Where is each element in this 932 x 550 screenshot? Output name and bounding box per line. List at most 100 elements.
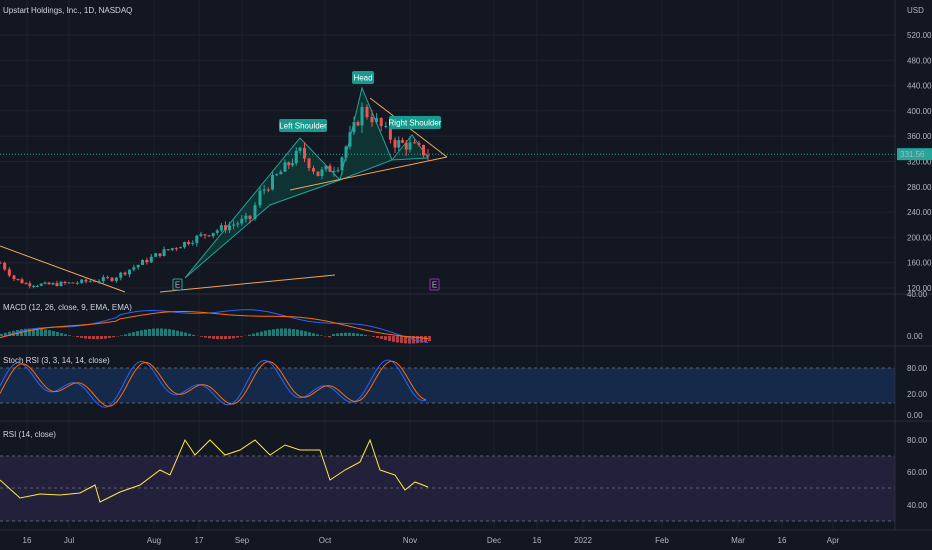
- macd-histogram-bar: [192, 334, 195, 336]
- macd-histogram-bar: [400, 336, 403, 344]
- macd-histogram-bar: [32, 328, 35, 336]
- time-tick-label: Sep: [235, 536, 250, 545]
- candle-body: [401, 140, 404, 143]
- macd-histogram-bar: [68, 335, 71, 336]
- macd-histogram-bar: [40, 328, 43, 336]
- macd-histogram-bar: [104, 336, 107, 339]
- macd-histogram-bar: [152, 328, 155, 336]
- macd-histogram-bar: [388, 336, 391, 341]
- candle-body: [422, 144, 425, 156]
- candle-body: [110, 277, 114, 281]
- macd-histogram-bar: [236, 336, 239, 338]
- macd-histogram-bar: [356, 333, 359, 336]
- candle-body: [97, 281, 101, 283]
- time-tick-label: Nov: [403, 536, 417, 545]
- candle-body: [294, 150, 298, 164]
- candle-body: [88, 281, 92, 283]
- macd-histogram-bar: [124, 334, 127, 336]
- candle-body: [51, 282, 55, 285]
- candle-body: [84, 279, 88, 282]
- candle-body: [207, 235, 211, 237]
- macd-histogram-bar: [256, 332, 259, 336]
- candle-body: [287, 162, 291, 166]
- macd-histogram-bar: [132, 332, 135, 336]
- candle-body: [203, 234, 207, 236]
- candle-body: [232, 224, 236, 226]
- macd-histogram-bar: [136, 331, 139, 336]
- price-tick-label: 240.00: [907, 208, 932, 217]
- macd-histogram-bar: [224, 336, 227, 340]
- candle-body: [75, 282, 79, 284]
- time-tick-label: 16: [533, 536, 542, 545]
- earnings-marker-label: E: [432, 281, 437, 290]
- macd-histogram-bar: [64, 334, 67, 336]
- macd-histogram-bar: [332, 333, 335, 336]
- macd-histogram-bar: [76, 336, 79, 338]
- macd-histogram-bar: [252, 333, 255, 336]
- candle-body: [365, 106, 369, 118]
- candle-body: [80, 279, 84, 283]
- macd-line: [0, 309, 429, 344]
- time-axis[interactable]: 16 Jul Aug 17 Sep Oct Nov Dec 16 2022 Feb Mar 16 Apr: [23, 536, 840, 545]
- candle-body: [240, 218, 244, 224]
- candle-body: [215, 230, 219, 233]
- macd-histogram-bar: [348, 332, 351, 336]
- macd-histogram-bar: [264, 330, 267, 336]
- macd-histogram-bar: [100, 336, 103, 340]
- macd-histogram-bar: [120, 335, 123, 336]
- candle-body: [388, 125, 392, 140]
- macd-histogram-bar: [108, 336, 111, 339]
- candle-body: [417, 143, 421, 145]
- price-axis[interactable]: 520.00 480.00 440.00 400.00 360.00 320.00 280.…: [897, 31, 932, 510]
- candle-body: [35, 285, 39, 287]
- candle-body: [211, 232, 215, 237]
- macd-histogram-bar: [160, 328, 163, 336]
- candle-body: [275, 174, 279, 176]
- macd-histogram-bar: [92, 336, 95, 340]
- macd-histogram-bar: [380, 336, 383, 339]
- macd-histogram-bar: [96, 336, 99, 340]
- currency-label: USD: [907, 6, 924, 15]
- macd-histogram-bar: [272, 329, 275, 336]
- candle-body: [166, 249, 170, 251]
- candle-body: [127, 269, 131, 275]
- earnings-marker-box: [172, 278, 183, 291]
- macd-histogram-bar: [364, 334, 367, 336]
- candle-body: [32, 285, 36, 287]
- macd-histogram-bar: [200, 336, 203, 337]
- macd-histogram-bar: [128, 333, 131, 336]
- indicator-tick-label: 20.00: [907, 390, 928, 399]
- candle-body: [114, 277, 118, 281]
- macd-histogram-bar: [228, 336, 231, 339]
- macd-histogram-bar: [28, 328, 31, 336]
- rsi-title: RSI (14, close): [3, 430, 56, 439]
- annotation-label: Left Shoulder: [279, 122, 327, 131]
- annotation-box: [389, 116, 441, 129]
- candle-body: [244, 215, 248, 219]
- time-tick-label: 17: [195, 536, 204, 545]
- macd-histogram-bar: [296, 329, 299, 336]
- candle-body: [271, 175, 274, 190]
- macd-histogram-bar: [208, 336, 211, 339]
- macd-histogram-bar: [268, 329, 271, 336]
- candle-body: [320, 169, 324, 177]
- candle-body: [303, 147, 306, 159]
- macd-histogram-bar: [240, 336, 243, 337]
- stoch-d-line: [0, 360, 427, 407]
- macd-histogram-bar: [424, 336, 427, 343]
- candle-body: [408, 142, 412, 150]
- time-tick-label: 16: [23, 536, 32, 545]
- last-price-tag: [897, 148, 932, 161]
- candle-body: [71, 282, 75, 284]
- earnings-marker-label: E: [175, 281, 180, 290]
- candle-body: [20, 279, 24, 284]
- candle-body: [63, 281, 67, 283]
- symbol-title: Upstart Holdings, Inc., 1D, NASDAQ: [3, 6, 132, 15]
- macd-histogram-bar: [308, 332, 311, 336]
- price-tick-label: 360.00: [907, 132, 932, 141]
- candle-body: [379, 118, 383, 127]
- macd-histogram-bar: [288, 328, 291, 336]
- candle-body: [141, 259, 145, 265]
